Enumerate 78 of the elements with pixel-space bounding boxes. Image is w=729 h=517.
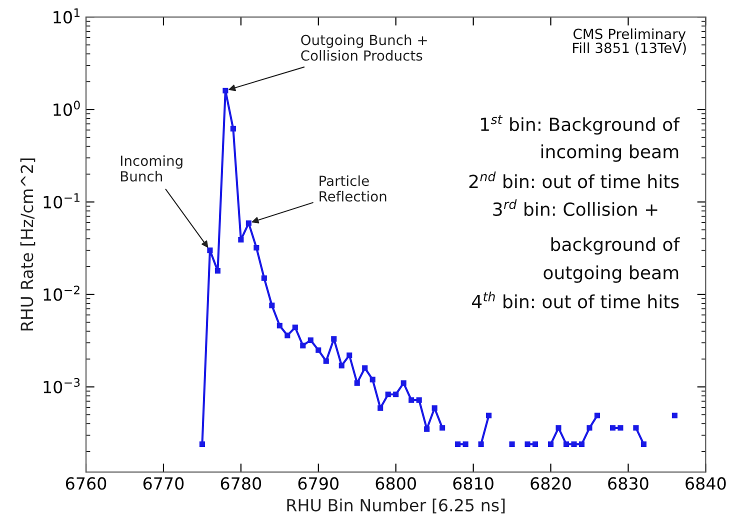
point — [385, 392, 391, 398]
point — [672, 412, 678, 418]
y-tick-label: 10$^{−3}$ — [44, 378, 80, 394]
point — [532, 441, 538, 447]
point — [292, 324, 298, 330]
point — [276, 322, 282, 328]
point — [478, 441, 484, 447]
point — [424, 426, 430, 432]
point — [556, 425, 562, 431]
point — [578, 441, 585, 447]
x-tick-label: 6800 — [376, 477, 416, 490]
point — [323, 358, 329, 364]
point — [207, 248, 213, 254]
point — [230, 126, 236, 132]
x-tick-label: 6790 — [298, 477, 338, 490]
point — [346, 352, 352, 358]
x-tick-label: 6830 — [608, 477, 648, 490]
annotation: Outgoing Bunch + Collision Products — [301, 34, 427, 61]
point — [432, 405, 438, 411]
annotation: 1$^{st}$ bin: Background of — [481, 115, 680, 135]
point — [400, 380, 406, 386]
point — [308, 337, 314, 343]
point — [408, 397, 414, 403]
point — [331, 336, 337, 342]
x-tick-label: 6810 — [453, 477, 494, 490]
point — [594, 412, 600, 418]
y-tick-label: 10$^{−1}$ — [44, 193, 80, 208]
annotation: incoming beam — [541, 144, 678, 162]
y-tick-label: 10$^{0}$ — [54, 100, 80, 116]
point — [246, 220, 252, 226]
point — [199, 441, 205, 447]
x-axis-title: RHU Bin Number [6.25 ns] — [287, 498, 505, 514]
y-tick-label: 10$^{−2}$ — [44, 286, 80, 301]
x-tick-label: 6760 — [66, 477, 106, 490]
y-axis-title: RHU Rate [Hz/cm^2] — [20, 158, 36, 330]
point — [455, 441, 461, 447]
x-tick-label: 6780 — [220, 477, 262, 490]
annotation: Incoming Bunch — [120, 155, 182, 182]
point — [618, 425, 624, 431]
point — [571, 441, 577, 447]
point — [362, 365, 368, 371]
point — [548, 441, 554, 447]
annotation: outgoing beam — [544, 265, 678, 283]
y-tick-label: 10$^{1}$ — [54, 8, 80, 24]
point — [563, 441, 570, 447]
point — [640, 441, 646, 447]
point — [284, 332, 290, 338]
point — [370, 376, 376, 382]
point — [378, 405, 384, 411]
point — [300, 342, 306, 348]
annotation: background of — [551, 237, 680, 255]
point — [238, 237, 244, 243]
annotation: Particle Reflection — [320, 175, 386, 202]
point — [633, 425, 639, 431]
point — [269, 302, 275, 308]
point — [338, 362, 344, 368]
annotation: 4$^{th}$ bin: out of time hits — [472, 292, 679, 308]
point — [261, 275, 267, 281]
annotation: 2$^{nd}$ bin: out of time hits — [469, 172, 679, 188]
annotation: CMS Preliminary Fill 3851 (13TeV) — [573, 28, 686, 55]
point — [222, 88, 228, 94]
point — [316, 347, 322, 353]
point — [462, 441, 468, 447]
point — [524, 441, 530, 447]
point — [416, 397, 422, 403]
point — [486, 412, 492, 418]
point — [509, 441, 515, 447]
x-tick-label: 6820 — [530, 477, 571, 490]
point — [214, 268, 220, 274]
point — [440, 425, 446, 431]
point — [254, 244, 260, 251]
point — [393, 392, 399, 398]
annotation: 3$^{rd}$ bin: Collision + — [493, 199, 658, 216]
x-tick-label: 6770 — [143, 477, 184, 490]
point — [610, 425, 616, 431]
point — [354, 380, 360, 386]
point — [586, 425, 592, 431]
x-tick-label: 6840 — [686, 477, 726, 490]
